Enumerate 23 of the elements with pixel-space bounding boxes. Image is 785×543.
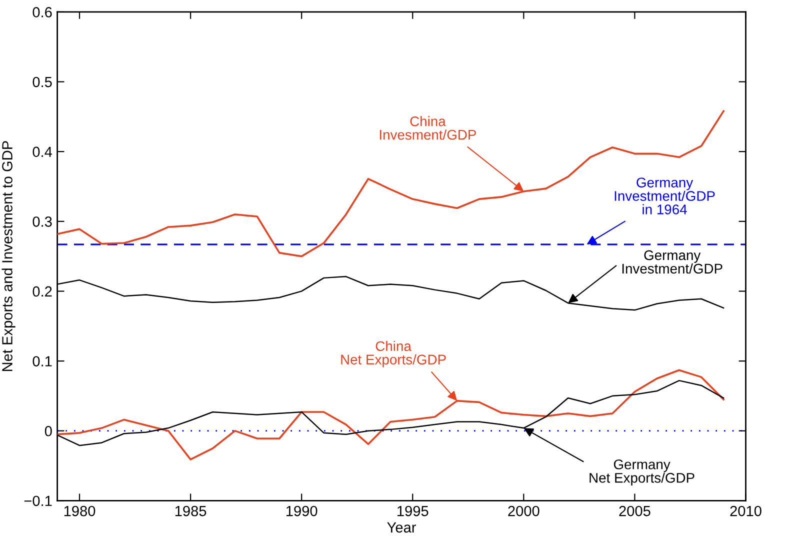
text: China Net Exports/GDP xyxy=(341,340,446,368)
y-tick-label: 0.4 xyxy=(32,146,52,157)
y-tick-label: −0.1 xyxy=(24,496,52,506)
text: Germany Investment/GDP xyxy=(622,250,722,274)
x-axis-title: Year xyxy=(387,522,416,533)
y-tick-label: 0.6 xyxy=(32,7,52,18)
y-tick-label: 0 xyxy=(44,426,52,436)
y-tick-label: 0.3 xyxy=(32,216,52,227)
line-series xyxy=(57,369,724,460)
text: China Invesment/GDP xyxy=(380,116,476,140)
x-tick-label: 1980 xyxy=(64,506,96,516)
y-tick-label: 0.1 xyxy=(32,356,52,366)
x-tick-label: 2010 xyxy=(730,506,762,516)
text: Germany Net Exports/GDP xyxy=(590,459,694,486)
y-tick-label: 0.5 xyxy=(32,76,52,88)
y-tick-label: 0.2 xyxy=(32,286,52,297)
x-tick-label: 1995 xyxy=(398,506,428,516)
x-tick-label: 1985 xyxy=(175,506,206,516)
ref-line-label: Germany Investment/GDP in 1964 xyxy=(614,178,715,214)
x-tick-label: 2000 xyxy=(508,506,540,516)
x-tick-label: 2005 xyxy=(619,506,650,516)
y-axis-title: Net Exports and Investment to GDP xyxy=(2,141,16,371)
x-tick-label: 1990 xyxy=(286,506,318,516)
